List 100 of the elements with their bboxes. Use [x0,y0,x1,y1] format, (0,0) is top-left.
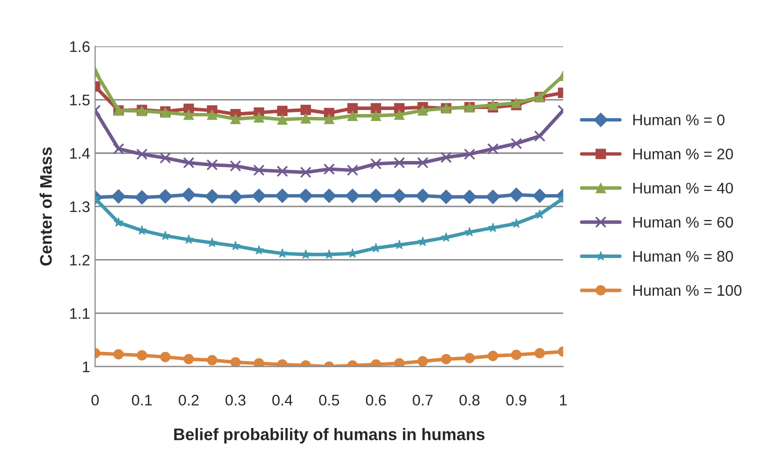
point [322,188,336,204]
x-tick-label: 0.4 [272,394,293,406]
point [534,209,545,219]
point [532,188,547,204]
point [300,104,311,116]
x-tick-label: 0.6 [366,394,386,406]
point [230,160,242,172]
point [111,189,126,204]
point [394,358,405,367]
point [486,190,500,204]
legend-label: Human % = 80 [633,250,733,262]
x-axis-title: Belief probability of humans in humans [174,428,484,444]
y-tick-label: 1.1 [70,308,90,319]
x-tick-label: 0.3 [226,394,246,406]
point [228,190,243,204]
point [462,190,477,204]
point [534,130,546,142]
point [184,109,194,120]
point [347,103,358,114]
point [160,352,171,362]
point [206,159,218,171]
point [300,166,312,178]
y-axis-title: Center of Mass [40,147,52,266]
x-tick-label: 1 [560,394,567,406]
legend-label: Human % = 100 [633,285,742,296]
y-tick-label: 1.4 [70,148,90,159]
point [418,356,428,366]
point [510,138,522,150]
point [464,352,475,364]
point [394,109,405,120]
point [254,112,264,123]
point [206,354,218,366]
point [204,189,220,204]
x-tick-label: 0.2 [178,394,199,406]
point [464,148,476,160]
x-tick-label: 0 [91,394,99,406]
y-tick-label: 1.2 [70,254,90,266]
point [277,106,288,116]
point [347,110,358,121]
legend-label: Human % = 0 [633,114,724,126]
point [394,157,406,168]
point [136,148,148,160]
point [438,190,454,204]
point [370,158,382,170]
point [113,349,124,360]
legend-label: Human % = 20 [633,148,733,160]
point [416,188,430,204]
point [230,114,241,124]
y-tick-label: 1 [82,362,90,372]
x-tick-label: 0.5 [319,394,340,406]
point [300,249,311,259]
point [370,103,382,114]
point [277,114,288,125]
point [136,350,148,361]
point [417,157,428,168]
point [488,350,498,362]
point [298,188,313,204]
point [440,152,452,164]
point [300,113,311,124]
legend-label: Human % = 40 [633,182,733,194]
point [158,189,173,204]
point [534,348,545,358]
point [230,240,240,250]
point [370,110,382,121]
y-tick-label: 1.5 [70,94,90,106]
x-tick-label: 0.7 [412,394,433,406]
point [346,164,358,176]
point [182,188,196,202]
point [276,166,288,177]
point [345,188,360,204]
x-tick-label: 0.1 [132,394,152,406]
point [252,188,266,204]
point [324,249,334,259]
point [370,242,381,252]
point [275,188,290,204]
point [509,188,524,202]
point [112,143,124,155]
y-tick-label: 1.3 [70,201,90,212]
point [488,100,498,110]
point [183,157,194,168]
point [418,105,428,116]
point [114,217,124,227]
point [134,190,150,205]
point [392,188,407,204]
point [254,358,264,367]
point [253,164,265,176]
point [440,354,452,364]
point [511,350,522,360]
point [488,222,498,232]
point [324,114,334,124]
point [368,188,384,204]
point [487,143,499,155]
point [184,354,194,364]
x-tick-label: 0.8 [460,394,480,406]
legend-label: Human % = 60 [633,216,733,228]
point [160,152,172,164]
x-tick-label: 0.9 [506,394,526,406]
y-tick-label: 1.6 [70,41,90,52]
point [323,163,335,175]
point [206,109,218,120]
